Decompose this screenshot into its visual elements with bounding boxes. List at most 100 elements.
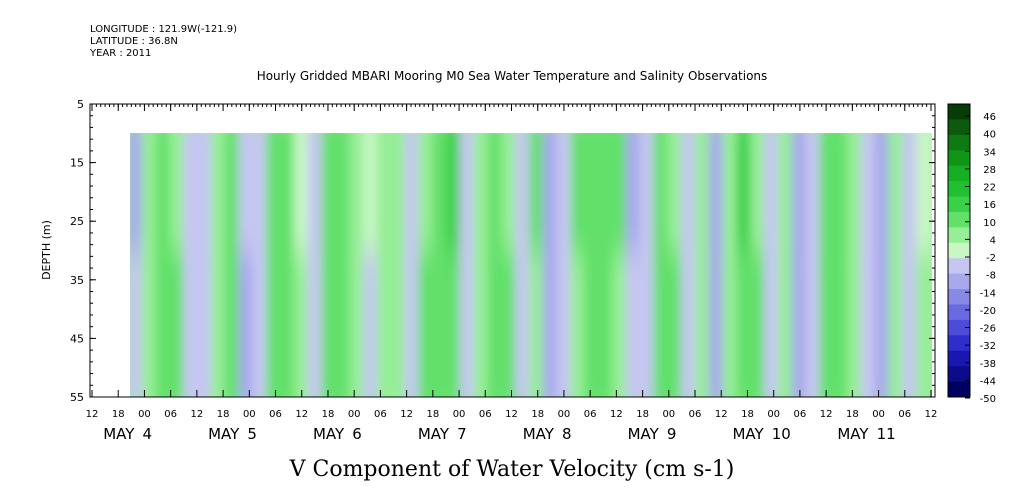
heatmap-cell <box>224 133 243 279</box>
heatmap-cell <box>238 251 257 397</box>
heatmap-cell <box>611 251 630 397</box>
heatmap-cell <box>141 251 160 397</box>
heatmap-cell <box>473 133 492 279</box>
heatmap-cell <box>681 251 699 397</box>
x-hour-label: 00 <box>453 409 466 420</box>
heatmap-cell <box>708 251 727 397</box>
heatmap-cell <box>847 251 865 397</box>
heatmap-cell <box>446 133 464 279</box>
colorbar-segment <box>948 289 970 305</box>
x-hour-label: 00 <box>348 409 361 420</box>
x-date-month: MAY <box>418 425 450 443</box>
x-hour-label: 00 <box>662 409 675 420</box>
heatmap-cell <box>529 133 547 279</box>
heatmap-cell <box>293 251 312 397</box>
heatmap-cell <box>501 251 520 397</box>
x-hour-label: 18 <box>217 409 230 420</box>
colorbar-label: 22 <box>983 183 996 194</box>
heatmap-cell <box>252 251 271 397</box>
heatmap-cell <box>667 133 686 279</box>
colorbar-label: 40 <box>983 130 996 141</box>
x-date-month: MAY <box>523 425 555 443</box>
x-hour-label: 00 <box>767 409 780 420</box>
colorbar-segment <box>948 304 970 321</box>
heatmap-cell <box>888 251 907 397</box>
heatmap-cell <box>252 133 271 279</box>
heatmap-cell <box>791 251 810 397</box>
heatmap-cell <box>363 133 381 279</box>
heatmap-cell <box>155 251 174 397</box>
x-axis-title: V Component of Water Velocity (cm s-1) <box>289 457 735 482</box>
longitude-label: LONGITUDE : 121.9W(-121.9) <box>90 24 237 35</box>
x-hour-label: 06 <box>269 409 282 420</box>
heatmap-cell <box>363 251 381 397</box>
heatmap-cell <box>515 133 533 279</box>
heatmap-cell <box>750 133 769 279</box>
x-hour-label: 12 <box>86 409 99 420</box>
x-date-month: MAY <box>732 425 764 443</box>
x-hour-label: 12 <box>400 409 413 420</box>
heatmap-cell <box>874 251 893 397</box>
heatmap-cell <box>529 251 547 397</box>
heatmap-cell <box>432 133 451 279</box>
heatmap-cell <box>791 133 810 279</box>
heatmap-cell <box>874 133 893 279</box>
colorbar-label: 34 <box>983 147 996 158</box>
heatmap-cell <box>584 251 603 397</box>
heatmap-cell <box>266 251 285 397</box>
colorbar-label: 16 <box>983 200 996 211</box>
colorbar-segment <box>948 165 970 182</box>
heatmap-cell <box>307 251 326 397</box>
x-hour-label: 06 <box>898 409 911 420</box>
heatmap-cell <box>902 133 921 279</box>
x-hour-label: 12 <box>191 409 204 420</box>
heatmap-cell <box>556 251 575 397</box>
heatmap-cell <box>570 251 589 397</box>
colorbar-frame <box>947 103 971 398</box>
x-date-day: 8 <box>562 425 572 443</box>
heatmap-cell <box>224 251 243 397</box>
heatmap-cell <box>404 133 423 279</box>
heatmap-cell <box>404 251 423 397</box>
colorbar-label: -14 <box>980 288 996 299</box>
heatmap-cell <box>141 133 160 279</box>
heatmap-cell <box>515 251 533 397</box>
heatmap-cell <box>819 251 838 397</box>
x-date-day: 9 <box>667 425 677 443</box>
heatmap-cell <box>625 133 644 279</box>
latitude-label: LATITUDE : 36.8N <box>90 36 178 47</box>
heatmap-cell <box>916 251 932 397</box>
heatmap-cell <box>667 251 686 397</box>
x-date-day: 7 <box>457 425 467 443</box>
colorbar-segment <box>948 227 970 244</box>
heatmap-cell <box>238 133 257 279</box>
heatmap-cell <box>542 251 561 397</box>
heatmap-cell <box>280 133 298 279</box>
x-axis: 12 18 00 06 12 18 00 06 12 18 00 06 12 18 00 06 12 18 00 06… <box>86 104 937 443</box>
heatmap-cell <box>847 133 865 279</box>
heatmap-cell <box>681 133 699 279</box>
colorbar-segment <box>948 104 970 120</box>
heatmap-cell <box>764 251 782 397</box>
colorbar-label: 28 <box>983 165 996 176</box>
heatmap-cell <box>390 251 409 397</box>
x-date-day: 5 <box>247 425 257 443</box>
heatmap-cell <box>197 251 215 397</box>
y-tick-label: 5 <box>77 98 84 111</box>
heatmap-cell <box>197 133 215 279</box>
x-hour-label: 00 <box>872 409 885 420</box>
x-hour-label: 12 <box>295 409 308 420</box>
heatmap-cell <box>805 133 824 279</box>
heatmap-cell <box>556 133 575 279</box>
heatmap-cell <box>722 133 741 279</box>
heatmap-cell <box>487 133 506 279</box>
heatmap-cell <box>833 133 852 279</box>
x-hour-label: 18 <box>846 409 859 420</box>
heatmap-cell <box>349 133 368 279</box>
heatmap-cell <box>321 251 340 397</box>
heatmap-cell <box>210 251 229 397</box>
colorbar-label: 10 <box>983 218 996 229</box>
colorbar-segment <box>948 119 970 136</box>
colorbar-label: -50 <box>980 394 996 405</box>
